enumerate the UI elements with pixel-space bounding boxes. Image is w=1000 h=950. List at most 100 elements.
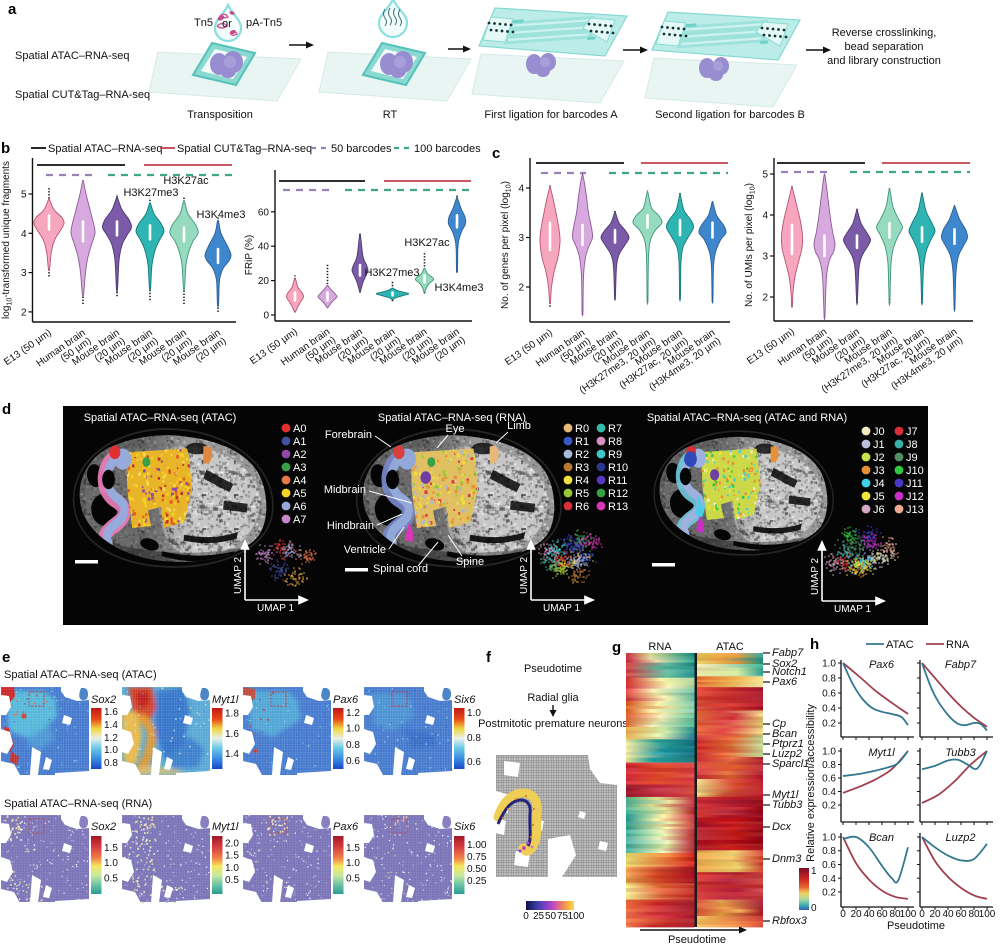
svg-text:R3: R3 xyxy=(575,462,589,474)
svg-text:0.5: 0.5 xyxy=(104,873,118,884)
svg-text:A5: A5 xyxy=(293,488,306,500)
svg-text:RNA: RNA xyxy=(946,639,970,651)
svg-text:Pax6: Pax6 xyxy=(333,821,359,833)
svg-text:No. of UMIs per pixel (log10): No. of UMIs per pixel (log10) xyxy=(744,183,757,307)
svg-text:and library construction: and library construction xyxy=(827,55,941,67)
svg-text:Sox2: Sox2 xyxy=(91,821,116,833)
svg-text:H3K27me3: H3K27me3 xyxy=(364,267,419,279)
svg-text:Pax6: Pax6 xyxy=(333,694,359,706)
svg-text:R2: R2 xyxy=(575,449,589,461)
svg-text:0: 0 xyxy=(919,909,925,920)
svg-text:J1: J1 xyxy=(873,439,885,451)
svg-text:1.0: 1.0 xyxy=(822,747,836,758)
svg-text:0: 0 xyxy=(811,903,817,914)
svg-text:Spatial ATAC–RNA-seq (RNA): Spatial ATAC–RNA-seq (RNA) xyxy=(378,412,526,424)
svg-text:0: 0 xyxy=(523,911,529,922)
svg-text:g: g xyxy=(612,639,621,656)
svg-text:Myt1l: Myt1l xyxy=(772,789,799,801)
svg-text:40: 40 xyxy=(863,909,875,920)
svg-text:25: 25 xyxy=(533,911,545,922)
svg-text:60: 60 xyxy=(258,207,270,218)
svg-text:Notch1: Notch1 xyxy=(772,666,807,678)
svg-text:R0: R0 xyxy=(575,423,589,435)
svg-text:3: 3 xyxy=(518,233,524,244)
svg-text:100 barcodes: 100 barcodes xyxy=(414,143,481,155)
svg-text:Myt1l: Myt1l xyxy=(868,747,895,759)
svg-text:1.2: 1.2 xyxy=(104,733,118,744)
svg-text:0.8: 0.8 xyxy=(467,733,481,744)
svg-text:R10: R10 xyxy=(608,462,628,474)
svg-text:1.8: 1.8 xyxy=(225,708,239,719)
svg-text:H3K4me3: H3K4me3 xyxy=(435,282,484,294)
svg-text:5: 5 xyxy=(762,170,768,181)
svg-text:R6: R6 xyxy=(575,501,589,513)
svg-text:0.6: 0.6 xyxy=(822,774,836,785)
svg-text:0.2: 0.2 xyxy=(822,888,836,899)
svg-text:0.8: 0.8 xyxy=(346,740,360,751)
svg-text:Fabp7: Fabp7 xyxy=(945,659,977,671)
svg-text:75: 75 xyxy=(557,911,569,922)
svg-text:0.50: 0.50 xyxy=(467,864,487,875)
svg-text:H3K27ac: H3K27ac xyxy=(404,237,450,249)
svg-text:a: a xyxy=(8,1,17,18)
svg-text:d: d xyxy=(2,401,11,418)
svg-text:Spatial ATAC–RNA-seq (ATAC): Spatial ATAC–RNA-seq (ATAC) xyxy=(4,669,157,681)
svg-text:Luzp2: Luzp2 xyxy=(946,832,976,844)
svg-text:0.4: 0.4 xyxy=(822,787,836,798)
svg-text:pA-Tn5: pA-Tn5 xyxy=(246,17,282,29)
svg-text:Midbrain: Midbrain xyxy=(324,484,366,496)
svg-text:UMAP 2: UMAP 2 xyxy=(810,558,821,595)
svg-text:J12: J12 xyxy=(906,491,924,503)
svg-text:4: 4 xyxy=(21,229,27,240)
svg-text:5: 5 xyxy=(21,190,27,201)
svg-text:Tubb3: Tubb3 xyxy=(772,799,803,811)
svg-text:A3: A3 xyxy=(293,462,306,474)
svg-text:100: 100 xyxy=(900,909,917,920)
svg-text:1.0: 1.0 xyxy=(346,724,360,735)
svg-text:f: f xyxy=(486,649,492,666)
svg-text:80: 80 xyxy=(889,909,901,920)
svg-text:0: 0 xyxy=(840,909,846,920)
svg-text:J8: J8 xyxy=(906,439,918,451)
svg-text:0.6: 0.6 xyxy=(467,757,481,768)
svg-text:1.5: 1.5 xyxy=(104,843,118,854)
svg-text:Dcx: Dcx xyxy=(772,821,791,833)
svg-text:1: 1 xyxy=(811,866,817,877)
svg-text:Spatial CUT&Tag–RNA-seq: Spatial CUT&Tag–RNA-seq xyxy=(15,89,150,101)
svg-text:20: 20 xyxy=(929,909,941,920)
svg-text:2: 2 xyxy=(21,307,27,318)
svg-text:Spinal cord: Spinal cord xyxy=(373,563,428,575)
svg-text:Spatial ATAC–RNA-seq (RNA): Spatial ATAC–RNA-seq (RNA) xyxy=(4,798,152,810)
svg-text:1.6: 1.6 xyxy=(225,729,239,740)
svg-text:0.8: 0.8 xyxy=(104,758,118,769)
svg-text:H3K4me3: H3K4me3 xyxy=(197,209,246,221)
svg-text:log10-transformed unique fragm: log10-transformed unique fragments xyxy=(1,161,14,319)
svg-text:0.6: 0.6 xyxy=(822,860,836,871)
svg-text:J5: J5 xyxy=(873,491,885,503)
svg-text:0.2: 0.2 xyxy=(822,719,836,730)
svg-text:Pseudotime: Pseudotime xyxy=(524,663,582,675)
svg-text:60: 60 xyxy=(876,909,888,920)
svg-text:First ligation for barcodes A: First ligation for barcodes A xyxy=(484,109,618,121)
svg-text:J10: J10 xyxy=(906,465,924,477)
svg-text:or: or xyxy=(222,18,232,30)
svg-text:RNA: RNA xyxy=(648,641,672,653)
svg-text:40: 40 xyxy=(942,909,954,920)
svg-text:2.0: 2.0 xyxy=(225,839,239,850)
svg-text:20: 20 xyxy=(850,909,862,920)
svg-text:0.8: 0.8 xyxy=(822,846,836,857)
svg-text:R9: R9 xyxy=(608,449,622,461)
svg-text:J0: J0 xyxy=(873,426,885,438)
svg-text:R11: R11 xyxy=(608,475,627,487)
svg-text:4: 4 xyxy=(518,184,524,195)
svg-text:1.0: 1.0 xyxy=(346,858,360,869)
svg-text:A7: A7 xyxy=(293,514,306,526)
svg-text:Postmitotic premature neurons: Postmitotic premature neurons xyxy=(478,718,628,730)
svg-text:Cp: Cp xyxy=(772,718,786,730)
svg-text:3: 3 xyxy=(762,252,768,263)
svg-text:Pseudotime: Pseudotime xyxy=(668,934,726,945)
svg-text:Second ligation for barcodes B: Second ligation for barcodes B xyxy=(655,109,805,121)
svg-text:Spatial ATAC–RNA-seq (ATAC): Spatial ATAC–RNA-seq (ATAC) xyxy=(84,412,237,424)
svg-text:Myt1l: Myt1l xyxy=(212,694,239,706)
svg-text:Pseudotime: Pseudotime xyxy=(887,920,945,932)
